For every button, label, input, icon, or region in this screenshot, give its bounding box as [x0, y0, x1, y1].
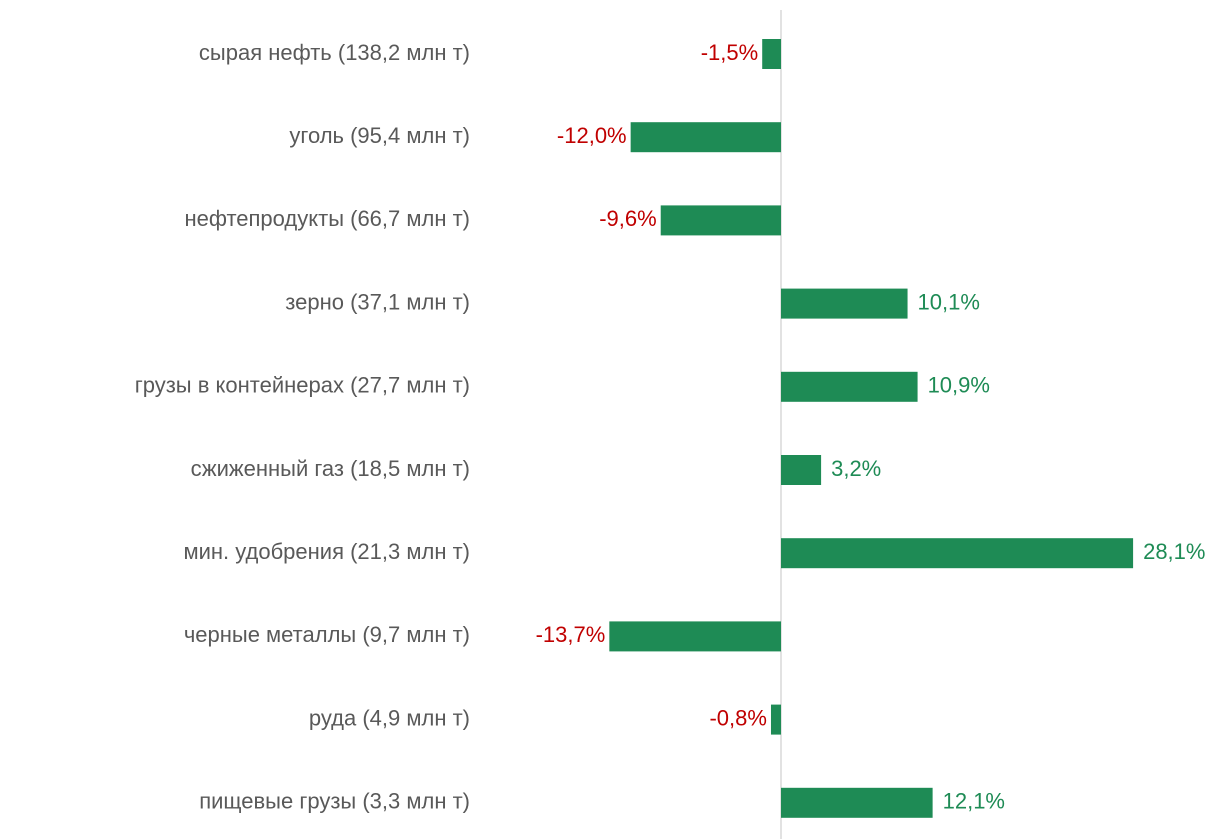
- value-label: 28,1%: [1143, 539, 1205, 564]
- category-label: зерно (37,1 млн т): [285, 289, 470, 314]
- bar: [781, 538, 1134, 569]
- category-label: уголь (95,4 млн т): [289, 123, 470, 148]
- bar: [781, 371, 918, 402]
- value-label: 3,2%: [831, 456, 881, 481]
- category-label: грузы в контейнерах (27,7 млн т): [135, 373, 470, 398]
- category-label: нефтепродукты (66,7 млн т): [184, 206, 470, 231]
- value-label: -13,7%: [536, 622, 606, 647]
- bar: [609, 621, 781, 652]
- bar: [630, 122, 781, 153]
- category-label: сырая нефть (138,2 млн т): [199, 40, 470, 65]
- value-label: 10,9%: [928, 373, 990, 398]
- value-label: 10,1%: [918, 289, 980, 314]
- value-label: -1,5%: [701, 40, 758, 65]
- bar: [770, 704, 781, 735]
- value-label: -12,0%: [557, 123, 627, 148]
- bar: [762, 39, 781, 69]
- value-label: 12,1%: [943, 789, 1005, 814]
- category-label: черные металлы (9,7 млн т): [184, 622, 470, 647]
- bar: [781, 455, 822, 485]
- category-label: руда (4,9 млн т): [309, 705, 470, 730]
- category-label: мин. удобрения (21,3 млн т): [183, 539, 470, 564]
- category-label: сжиженный газ (18,5 млн т): [191, 456, 470, 481]
- value-label: -0,8%: [709, 705, 766, 730]
- category-label: пищевые грузы (3,3 млн т): [199, 789, 470, 814]
- value-label: -9,6%: [599, 206, 656, 231]
- bar: [781, 787, 933, 818]
- bar: [660, 205, 781, 236]
- bar: [781, 288, 908, 319]
